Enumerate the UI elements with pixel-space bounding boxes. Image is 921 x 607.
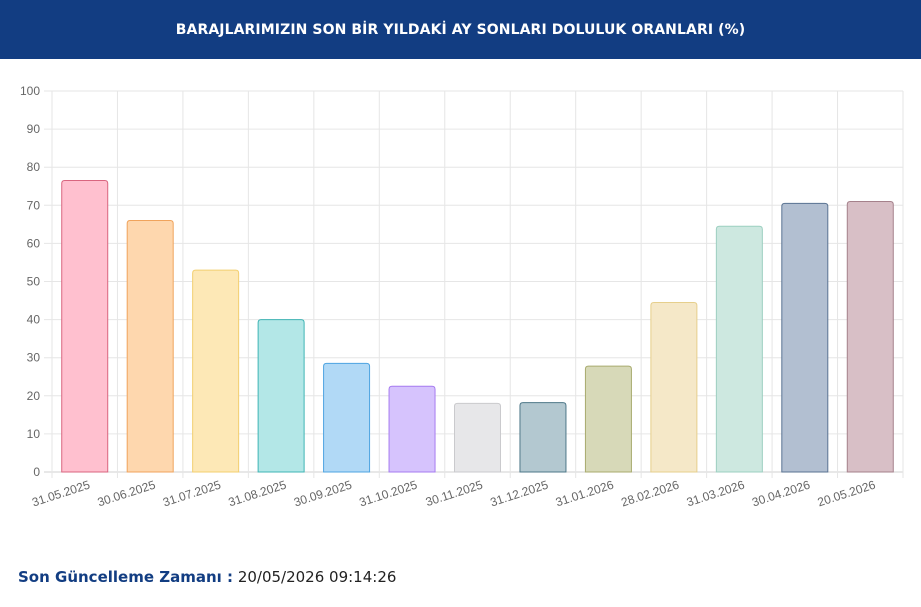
bar-31.12.2025[interactable] xyxy=(519,402,567,473)
y-tick-label: 70 xyxy=(27,198,41,212)
y-tick-label: 90 xyxy=(27,122,41,136)
chart-area: 0 10 20 30 40 50 60 70 80 90 100 31.05.2025 30.06.2… xyxy=(0,59,921,559)
x-tick-label: 30.06.2025 xyxy=(96,477,158,509)
bar-31.10.2025[interactable] xyxy=(388,385,436,473)
bar-20.05.2026[interactable] xyxy=(846,200,894,473)
x-tick-label: 31.07.2025 xyxy=(161,477,223,509)
bar-30.06.2025[interactable] xyxy=(126,220,174,473)
x-axis-ticks: 31.05.2025 30.06.2025 31.07.2025 31.08.2025… xyxy=(30,477,877,509)
bar-31.01.2026[interactable] xyxy=(584,365,632,473)
x-tick-label: 30.04.2026 xyxy=(750,477,812,509)
bar-chart: 0 10 20 30 40 50 60 70 80 90 100 31.05.2025 30.06.2… xyxy=(20,84,904,509)
x-tick-label: 31.01.2026 xyxy=(554,477,616,509)
bars xyxy=(61,180,894,473)
bar-30.11.2025[interactable] xyxy=(454,402,501,473)
y-tick-label: 60 xyxy=(27,236,41,250)
y-tick-label: 80 xyxy=(27,160,41,174)
x-tick-label: 30.11.2025 xyxy=(424,477,485,509)
x-tick-label: 31.03.2026 xyxy=(685,477,747,509)
bar-31.05.2025[interactable] xyxy=(61,180,109,473)
y-axis-ticks: 0 10 20 30 40 50 60 70 80 90 100 xyxy=(20,84,40,479)
last-update: Son Güncelleme Zamanı : 20/05/2026 09:14… xyxy=(18,568,396,586)
x-tick-label: 31.10.2025 xyxy=(358,477,420,509)
x-tick-label: 28.02.2026 xyxy=(619,477,681,509)
bar-30.09.2025[interactable] xyxy=(323,362,371,473)
x-tick-label: 31.12.2025 xyxy=(488,477,550,509)
y-tick-label: 10 xyxy=(27,427,41,441)
bar-31.03.2026[interactable] xyxy=(715,225,763,473)
x-tick-label: 31.08.2025 xyxy=(227,477,289,509)
y-tick-label: 30 xyxy=(27,351,41,365)
chart-header: BARAJLARIMIZIN SON BİR YILDAKİ AY SONLAR… xyxy=(0,0,921,59)
y-tick-label: 0 xyxy=(33,465,40,479)
y-tick-label: 100 xyxy=(20,84,40,98)
bar-30.04.2026[interactable] xyxy=(781,202,829,473)
bar-31.07.2025[interactable] xyxy=(192,269,240,473)
grid xyxy=(44,90,904,478)
last-update-label: Son Güncelleme Zamanı : xyxy=(18,568,234,586)
bar-31.08.2025[interactable] xyxy=(257,319,305,473)
chart-title: BARAJLARIMIZIN SON BİR YILDAKİ AY SONLAR… xyxy=(175,21,746,38)
last-update-value: 20/05/2026 09:14:26 xyxy=(237,568,397,586)
x-tick-label: 30.09.2025 xyxy=(292,477,354,509)
y-tick-label: 40 xyxy=(27,313,41,327)
bar-28.02.2026[interactable] xyxy=(650,301,698,473)
x-tick-label: 31.05.2025 xyxy=(30,477,92,509)
x-tick-label: 20.05.2026 xyxy=(816,477,878,509)
y-tick-label: 50 xyxy=(27,275,41,289)
y-tick-label: 20 xyxy=(27,389,41,403)
